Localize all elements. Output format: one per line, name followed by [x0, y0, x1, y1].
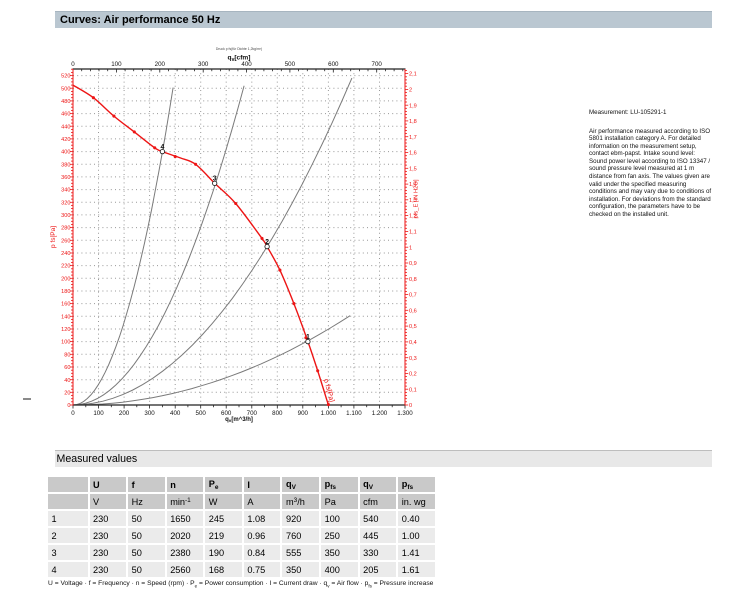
- svg-text:240: 240: [61, 251, 70, 257]
- svg-text:1,6: 1,6: [409, 151, 417, 157]
- svg-text:qv[cfm]: qv[cfm]: [228, 55, 251, 63]
- svg-text:2,1: 2,1: [409, 72, 417, 78]
- svg-text:1.300: 1.300: [397, 410, 413, 417]
- svg-text:0,1: 0,1: [409, 387, 417, 393]
- svg-text:400: 400: [170, 410, 181, 417]
- svg-text:900: 900: [298, 410, 309, 417]
- svg-text:1,8: 1,8: [409, 119, 417, 125]
- svg-text:2: 2: [265, 239, 269, 246]
- svg-text:420: 420: [61, 137, 70, 143]
- svg-text:100: 100: [93, 410, 104, 417]
- svg-text:480: 480: [61, 99, 70, 105]
- svg-text:400: 400: [241, 61, 252, 68]
- svg-text:2: 2: [409, 88, 412, 94]
- svg-text:1.000: 1.000: [321, 410, 337, 417]
- svg-text:1,5: 1,5: [409, 166, 417, 172]
- svg-text:0,4: 0,4: [409, 340, 417, 346]
- svg-text:0,3: 0,3: [409, 356, 417, 362]
- svg-text:1,9: 1,9: [409, 103, 417, 109]
- svg-text:0,6: 0,6: [409, 308, 417, 314]
- svg-text:500: 500: [196, 410, 207, 417]
- svg-text:1: 1: [306, 334, 310, 341]
- svg-text:0,2: 0,2: [409, 372, 417, 378]
- svg-text:1.200: 1.200: [372, 410, 388, 417]
- svg-text:qv[m^3/h]: qv[m^3/h]: [225, 417, 253, 423]
- svg-text:1,2: 1,2: [409, 214, 417, 220]
- svg-text:4: 4: [160, 144, 164, 151]
- svg-text:1,3: 1,3: [409, 198, 417, 204]
- svg-text:p fs[Pa]: p fs[Pa]: [50, 226, 57, 248]
- svg-text:200: 200: [119, 410, 130, 417]
- svg-text:260: 260: [61, 238, 70, 244]
- svg-text:460: 460: [61, 112, 70, 118]
- svg-text:400: 400: [61, 150, 70, 156]
- svg-text:0,8: 0,8: [409, 277, 417, 283]
- svg-text:800: 800: [272, 410, 283, 417]
- svg-text:0,9: 0,9: [409, 261, 417, 267]
- svg-text:60: 60: [64, 365, 70, 371]
- svg-text:0: 0: [71, 410, 75, 417]
- svg-text:0: 0: [409, 403, 412, 409]
- svg-text:600: 600: [328, 61, 339, 68]
- svg-text:380: 380: [61, 162, 70, 168]
- svg-text:300: 300: [144, 410, 155, 417]
- svg-text:500: 500: [61, 86, 70, 92]
- svg-text:120: 120: [61, 327, 70, 333]
- svg-text:440: 440: [61, 124, 70, 130]
- svg-text:300: 300: [61, 213, 70, 219]
- svg-text:0: 0: [71, 61, 75, 68]
- svg-text:340: 340: [61, 188, 70, 194]
- svg-text:100: 100: [61, 340, 70, 346]
- svg-text:360: 360: [61, 175, 70, 181]
- svg-text:160: 160: [61, 302, 70, 308]
- svg-text:pfs_E [IN H2O]: pfs_E [IN H2O]: [414, 179, 420, 218]
- svg-text:600: 600: [221, 410, 232, 417]
- svg-text:0: 0: [67, 403, 70, 409]
- svg-text:320: 320: [61, 200, 70, 206]
- svg-text:1.100: 1.100: [346, 410, 362, 417]
- svg-text:220: 220: [61, 264, 70, 270]
- svg-text:0,5: 0,5: [409, 324, 417, 330]
- svg-text:300: 300: [198, 61, 209, 68]
- svg-text:1,4: 1,4: [409, 182, 417, 188]
- svg-text:3: 3: [213, 176, 217, 183]
- svg-text:100: 100: [111, 61, 122, 68]
- svg-text:200: 200: [61, 276, 70, 282]
- svg-text:700: 700: [247, 410, 258, 417]
- svg-text:180: 180: [61, 289, 70, 295]
- svg-text:Druck p fs(für Dichte 1,2kg/m³: Druck p fs(für Dichte 1,2kg/m³): [216, 47, 262, 51]
- svg-text:40: 40: [64, 378, 70, 384]
- svg-text:1,1: 1,1: [409, 230, 417, 236]
- svg-text:700: 700: [372, 61, 383, 68]
- svg-text:500: 500: [285, 61, 296, 68]
- svg-text:280: 280: [61, 226, 70, 232]
- svg-text:140: 140: [61, 314, 70, 320]
- svg-text:20: 20: [64, 390, 70, 396]
- svg-text:80: 80: [64, 352, 70, 358]
- svg-text:0,7: 0,7: [409, 293, 417, 299]
- svg-text:1: 1: [409, 245, 412, 251]
- svg-text:520: 520: [61, 74, 70, 80]
- svg-text:200: 200: [155, 61, 166, 68]
- svg-text:1,7: 1,7: [409, 135, 417, 141]
